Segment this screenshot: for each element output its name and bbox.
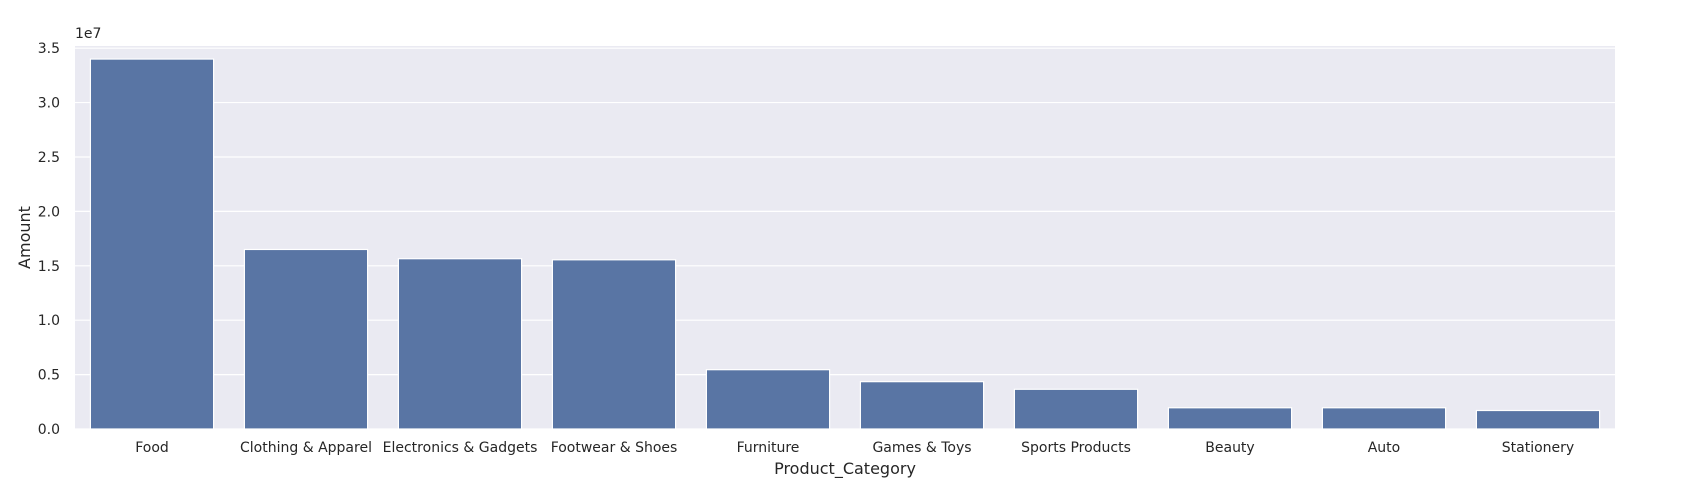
x-tick-label: Furniture xyxy=(737,440,800,456)
bar-beauty xyxy=(1167,407,1293,430)
y-tick-label: 0.0 xyxy=(38,422,60,438)
bar-sports-products xyxy=(1013,388,1139,430)
x-axis-ticks: Food Clothing & Apparel Electronics & Gadg… xyxy=(135,440,1574,456)
y-tick-label: 0.5 xyxy=(38,368,60,384)
y-axis-ticks: 0.0 0.5 1.0 1.5 2.0 2.5 3.0 3.5 xyxy=(38,41,60,438)
x-axis-label: Product_Category xyxy=(774,459,916,479)
y-tick-label: 1.5 xyxy=(38,259,60,275)
bar-clothing-apparel xyxy=(243,248,369,430)
x-tick-label: Auto xyxy=(1368,440,1401,456)
bar-furniture xyxy=(705,369,831,430)
bar-auto xyxy=(1321,407,1447,430)
y-tick-label: 3.5 xyxy=(38,41,60,57)
y-axis-offset-label: 1e7 xyxy=(75,26,101,42)
y-tick-label: 1.0 xyxy=(38,313,60,329)
x-tick-label: Footwear & Shoes xyxy=(551,440,678,456)
y-axis-label: Amount xyxy=(15,206,34,269)
x-tick-label: Sports Products xyxy=(1021,440,1131,456)
bar-food xyxy=(89,58,215,430)
x-tick-label: Clothing & Apparel xyxy=(240,440,372,456)
y-tick-label: 3.0 xyxy=(38,96,60,112)
x-tick-label: Electronics & Gadgets xyxy=(383,440,538,456)
bar-stationery xyxy=(1475,409,1601,430)
y-tick-label: 2.5 xyxy=(38,150,60,166)
bars xyxy=(89,58,1601,430)
bar-games-toys xyxy=(859,381,985,430)
x-tick-label: Stationery xyxy=(1502,440,1574,456)
bar-footwear-shoes xyxy=(551,259,677,430)
y-tick-label: 2.0 xyxy=(38,204,60,220)
x-tick-label: Beauty xyxy=(1205,440,1254,456)
bar-electronics-gadgets xyxy=(397,258,523,430)
x-tick-label: Games & Toys xyxy=(872,440,971,456)
x-tick-label: Food xyxy=(135,440,169,456)
